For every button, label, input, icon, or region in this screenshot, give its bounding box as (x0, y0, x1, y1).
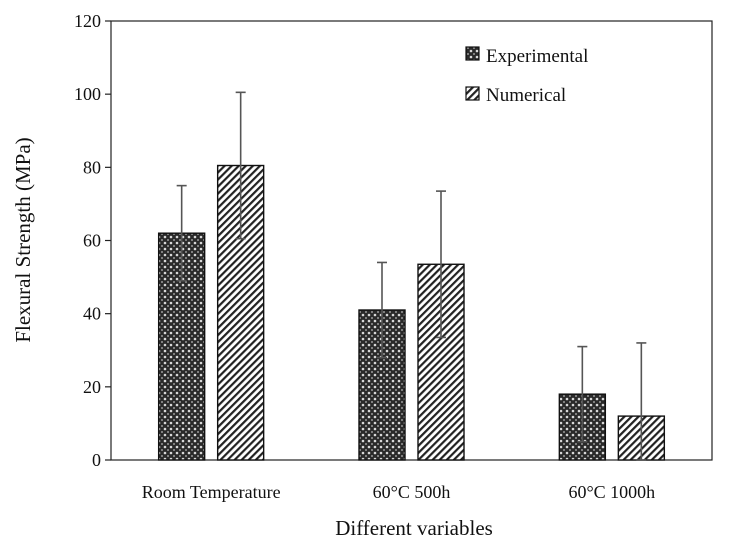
y-tick-label: 20 (83, 377, 101, 397)
legend: Experimental Numerical (465, 46, 588, 106)
legend-label-numerical: Numerical (486, 85, 566, 106)
x-category-label: Room Temperature (142, 482, 281, 502)
y-axis-title: Flexural Strength (MPa) (11, 137, 35, 342)
x-category-label: 60°C 1000h (568, 482, 655, 502)
y-tick-label: 40 (83, 304, 101, 324)
y-tick-label: 100 (74, 84, 101, 104)
error-bars-group (176, 91, 647, 461)
y-axis: 0 20 40 60 80 100 120 (74, 11, 111, 470)
x-axis-title: Different variables (335, 516, 493, 540)
legend-swatch-numerical (465, 86, 480, 101)
legend-swatch-experimental (465, 46, 480, 61)
y-tick-label: 60 (83, 231, 101, 251)
y-tick-label: 0 (92, 450, 101, 470)
bars-group (157, 164, 666, 461)
x-category-label: 60°C 500h (373, 482, 451, 502)
y-tick-label: 120 (74, 11, 101, 31)
y-tick-label: 80 (83, 157, 101, 177)
x-axis: Room Temperature 60°C 500h 60°C 1000h (142, 482, 655, 502)
legend-label-experimental: Experimental (486, 46, 588, 67)
